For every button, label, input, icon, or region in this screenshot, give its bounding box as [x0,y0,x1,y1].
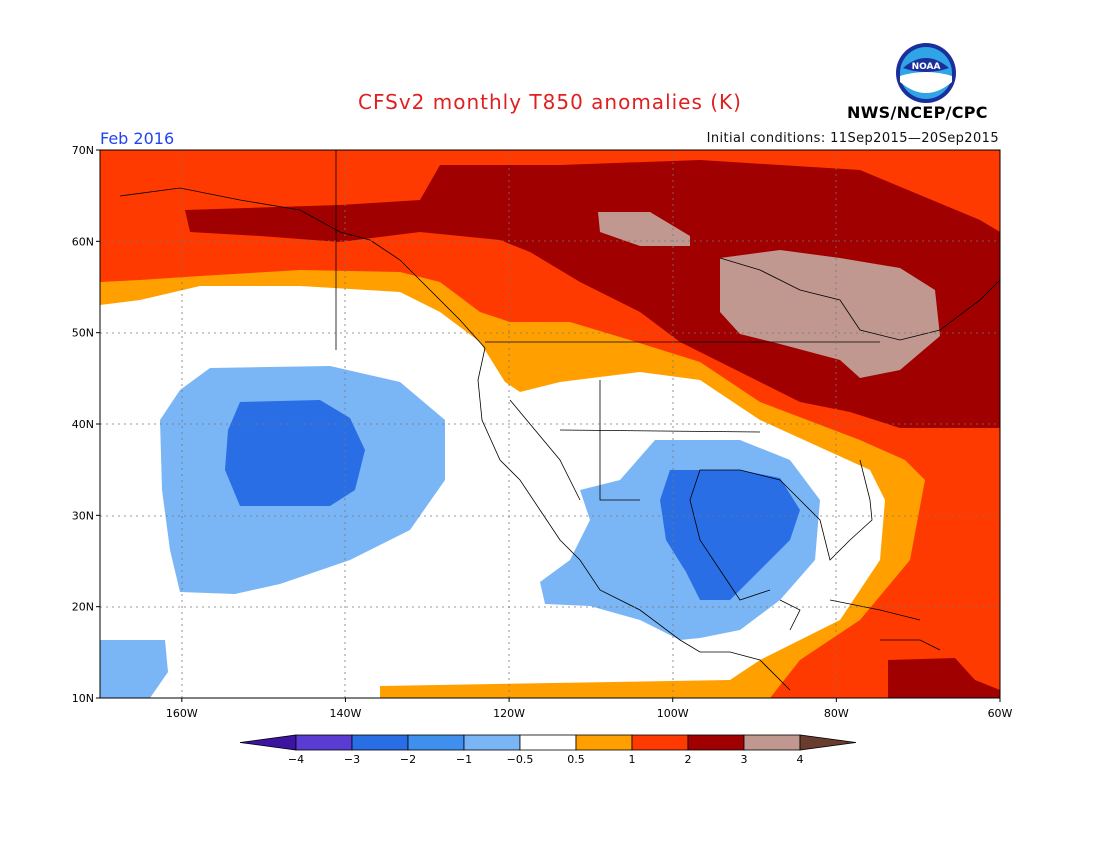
colorbar-label: 0.5 [567,753,585,766]
colorbar-swatch [687,734,745,751]
colorbar-label: 1 [629,753,636,766]
lat-label: 30N [72,509,94,522]
colorbar-swatch [295,734,353,751]
colorbar-label: 4 [797,753,804,766]
colorbar-swatch [743,734,801,751]
initial-conditions: Initial conditions: 11Sep2015—20Sep2015 [706,131,999,146]
colorbar-label: −2 [400,753,416,766]
latitude-labels: 70N 60N 50N 40N 30N 20N 10N [72,144,100,705]
lat-label: 10N [72,692,94,705]
noaa-logo-icon: NOAA [896,43,956,103]
colorbar-swatch [519,734,577,751]
lat-label: 50N [72,327,94,340]
lon-label: 120W [493,707,525,720]
chart-title: CFSv2 monthly T850 anomalies (K) [358,90,742,114]
anomaly-neg1-neg2-pacific-region [225,400,365,506]
forecast-month: Feb 2016 [100,129,175,148]
colorbar-swatch [575,734,633,751]
colorbar-swatch [631,734,689,751]
colorbar: −4 −3 −2 −1 −0.5 0.5 1 2 3 4 [239,734,857,766]
lat-label: 40N [72,418,94,431]
colorbar-label: 2 [685,753,692,766]
colorbar-label: 3 [741,753,748,766]
lon-label: 80W [824,707,849,720]
lon-label: 160W [166,707,198,720]
colorbar-label: −0.5 [507,753,534,766]
anomaly-2-3-region [185,160,1000,428]
lon-label: 100W [657,707,689,720]
lat-label: 70N [72,144,94,157]
lat-label: 20N [72,601,94,614]
colorbar-label: −3 [344,753,360,766]
lon-label: 140W [330,707,362,720]
colorbar-label: −4 [288,753,304,766]
longitude-labels: 160W 140W 120W 100W 80W 60W [166,698,1013,720]
logo-text: NOAA [912,62,941,72]
anomaly-2-3-caribbean-region [888,658,1000,698]
anomaly-neg0.5-neg1-southwest-region [100,640,168,698]
colorbar-swatch [407,734,465,751]
lat-lon-grid [100,150,1000,698]
colorbar-swatch [351,734,409,751]
colorbar-label: −1 [456,753,472,766]
anomaly-3-4-region [720,250,940,378]
map-area [100,150,1000,698]
agency-label: NWS/NCEP/CPC [847,103,988,122]
colorbar-right-arrow [799,734,857,751]
lon-label: 60W [988,707,1013,720]
lat-label: 60N [72,235,94,248]
colorbar-left-arrow [239,734,297,751]
coastlines [119,150,1000,691]
anomaly-3-4-small-region [598,212,690,246]
anomaly-neg1-neg2-gulf-region [660,470,800,600]
colorbar-swatch [463,734,521,751]
